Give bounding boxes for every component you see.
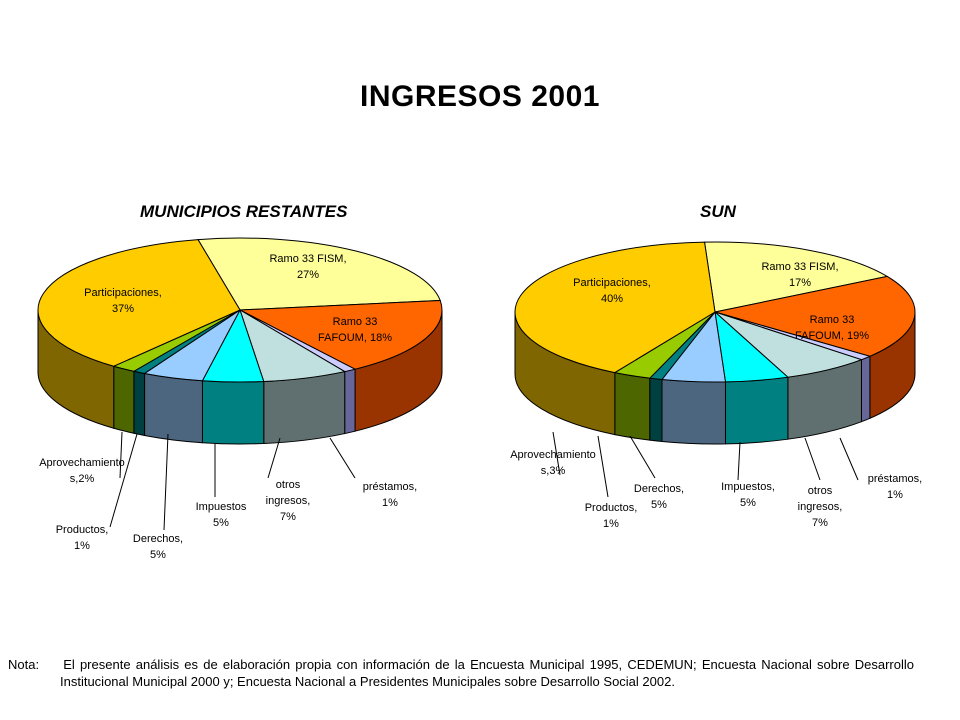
leader-line — [597, 435, 609, 498]
chart-title-sun: SUN — [700, 202, 736, 221]
slice-label: Ramo 33 FISM, 17% — [761, 261, 838, 289]
leader-line — [737, 441, 741, 481]
note-prefix: Nota: — [8, 657, 40, 672]
slice-label: Aprovechamiento s,2% — [39, 457, 125, 485]
slice-side — [860, 355, 871, 423]
pie-slice — [714, 275, 916, 357]
leader-line — [267, 437, 281, 479]
leader-line — [552, 431, 561, 476]
note-text: El presente análisis es de elaboración p… — [60, 657, 914, 689]
leader-line — [629, 435, 656, 479]
slice-side — [724, 376, 789, 445]
slice-label: Impuestos, 5% — [721, 481, 775, 509]
slice-label: Derechos, 5% — [133, 533, 183, 561]
chart-title-municipios-restantes: MUNICIPIOS RESTANTES — [140, 202, 348, 221]
slice-label: Productos, 1% — [56, 524, 109, 552]
slice-label: Impuestos 5% — [196, 501, 247, 529]
pie-slice — [238, 299, 443, 370]
slice-label: Ramo 33 FAFOUM, 18% — [318, 316, 392, 344]
pie-charts: Ramo 33 FISM, 27% Ramo 33 FAFOUM, 18% présta… — [37, 237, 922, 561]
leader-line — [804, 437, 821, 481]
slice-side — [614, 371, 651, 441]
slice-side — [344, 368, 356, 435]
slice-label: Participaciones, 40% — [573, 277, 651, 305]
slice-label: Ramo 33 FAFOUM, 19% — [795, 314, 869, 342]
pie-chart-sun: Ramo 33 FISM, 17% Ramo 33 FAFOUM, 19% présta… — [510, 241, 922, 530]
slice-side — [113, 365, 135, 434]
slice-side — [201, 380, 265, 445]
pie-slice — [37, 239, 241, 367]
slice-label: Derechos, 5% — [634, 483, 684, 511]
leader-line — [329, 437, 356, 479]
slice-label: préstamos, 1% — [363, 481, 417, 509]
slice-side — [661, 378, 726, 445]
slice-label: Ramo 33 FISM, 27% — [269, 253, 346, 281]
slice-label: Participaciones, 37% — [84, 287, 162, 315]
slice-label: otros ingresos, 7% — [266, 479, 311, 523]
leader-line — [119, 431, 123, 479]
pie-slice — [703, 241, 889, 313]
slice-side — [263, 370, 346, 445]
pie-slice — [197, 237, 441, 311]
slice-side — [649, 377, 663, 443]
pie-slice — [514, 241, 716, 374]
leader-line — [839, 437, 859, 481]
slice-side — [133, 370, 146, 437]
pie-chart-municipios-restantes: Ramo 33 FISM, 27% Ramo 33 FAFOUM, 18% présta… — [37, 237, 443, 561]
slice-label: préstamos, 1% — [868, 473, 922, 501]
slice-label: Aprovechamiento s,3% — [510, 449, 596, 477]
source-note: Nota: El presente análisis es de elabora… — [8, 656, 914, 690]
slice-label: Productos, 1% — [585, 502, 638, 530]
leader-line — [109, 433, 138, 528]
slice-label: otros ingresos, 7% — [798, 485, 843, 529]
slice-side — [144, 372, 203, 444]
leader-line — [163, 433, 169, 531]
main-title: INGRESOS 2001 — [360, 80, 600, 113]
